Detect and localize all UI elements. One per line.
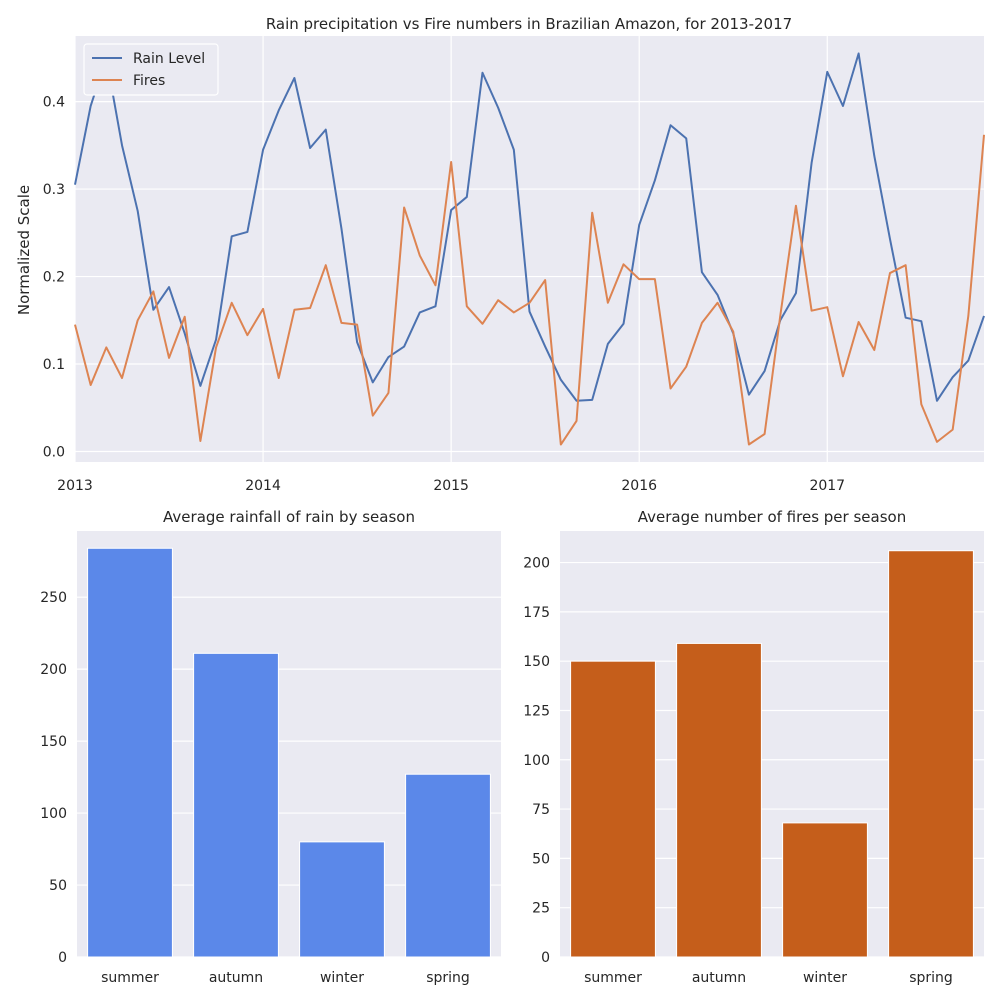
x-tick-label: 2016: [621, 478, 657, 494]
y-tick-label: 150: [40, 734, 67, 750]
y-tick-label: 250: [40, 590, 67, 606]
y-tick-label: 100: [523, 753, 550, 769]
rain-bar-spring: [405, 773, 491, 958]
fires-bar-chart: 0 25 50 75 100 125 150 175 200 summer autumn winter…: [523, 508, 984, 986]
y-tick-label: 0: [541, 950, 550, 966]
legend-label-rain-level: Rain Level: [133, 51, 205, 67]
rain-bar-chart-title: Average rainfall of rain by season: [163, 508, 415, 526]
x-tick-label: 2017: [809, 478, 845, 494]
y-tick-label: 50: [532, 851, 550, 867]
x-tick-label: winter: [803, 970, 847, 986]
line-chart-y-label: Normalized Scale: [15, 185, 33, 315]
y-tick-label: 0.1: [43, 357, 65, 373]
x-tick-label: autumn: [209, 970, 263, 986]
y-tick-label: 25: [532, 901, 550, 917]
x-tick-label: summer: [101, 970, 159, 986]
x-tick-label: winter: [320, 970, 364, 986]
fires-bar-spring: [888, 550, 974, 958]
x-tick-label: spring: [909, 970, 953, 986]
y-tick-label: 75: [532, 802, 550, 818]
y-tick-label: 0.4: [43, 95, 65, 111]
y-tick-label: 0.0: [43, 445, 65, 461]
x-tick-label: autumn: [692, 970, 746, 986]
y-tick-label: 100: [40, 806, 67, 822]
rain-bar-autumn: [193, 652, 279, 958]
legend-box: [83, 43, 219, 96]
y-tick-label: 175: [523, 605, 550, 621]
x-tick-label: summer: [584, 970, 642, 986]
fires-bar-autumn: [676, 642, 762, 958]
line-chart: 0.0 0.1 0.2 0.3 0.4 2013 2014 2015 2016 2017 Rain…: [15, 15, 985, 494]
y-tick-label: 200: [40, 662, 67, 678]
y-tick-label: 200: [523, 556, 550, 572]
x-tick-label: spring: [426, 970, 470, 986]
legend: Rain Level Fires: [83, 43, 219, 96]
rain-bar-summer: [87, 547, 173, 958]
legend-label-fires: Fires: [133, 73, 165, 89]
fires-bar-chart-title: Average number of fires per season: [638, 508, 906, 526]
y-tick-label: 0: [58, 950, 67, 966]
line-chart-plot-area: [75, 36, 984, 462]
series-line-fires: [74, 134, 985, 446]
x-tick-label: 2013: [57, 478, 93, 494]
fires-bar-winter: [782, 822, 868, 958]
y-tick-label: 0.2: [43, 270, 65, 286]
rain-bar-winter: [299, 841, 385, 958]
series-line-rain-level: [74, 52, 985, 402]
fires-bar-summer: [570, 660, 656, 958]
y-tick-label: 150: [523, 654, 550, 670]
y-tick-label: 125: [523, 703, 550, 719]
x-tick-label: 2014: [245, 478, 281, 494]
y-tick-label: 0.3: [43, 182, 65, 198]
x-tick-label: 2015: [433, 478, 469, 494]
y-tick-label: 50: [49, 878, 67, 894]
line-chart-title: Rain precipitation vs Fire numbers in Br…: [266, 15, 792, 33]
